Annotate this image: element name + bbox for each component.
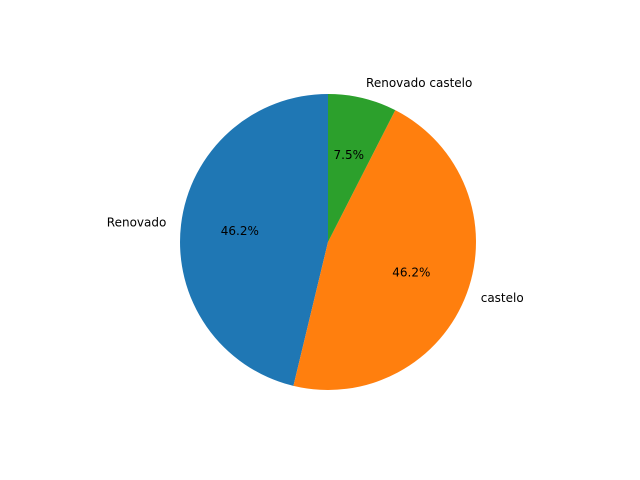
slice-label-renovado: Renovado [107,215,167,229]
pie-slice-renovado-castelo [328,94,396,242]
labels-layer: Renovado 46.2% castelo 46.2% Renovado castel… [107,76,524,305]
slice-label-renovado-castelo: Renovado castelo [366,76,472,90]
percent-label-castelo: 46.2% [392,265,430,279]
pie-slice-castelo [293,110,476,390]
percent-label-renovado-castelo: 7.5% [334,148,365,162]
slice-label-castelo: castelo [481,291,524,305]
percent-label-renovado: 46.2% [221,224,259,238]
slices-layer [180,94,476,390]
pie-slice-renovado [180,94,328,386]
